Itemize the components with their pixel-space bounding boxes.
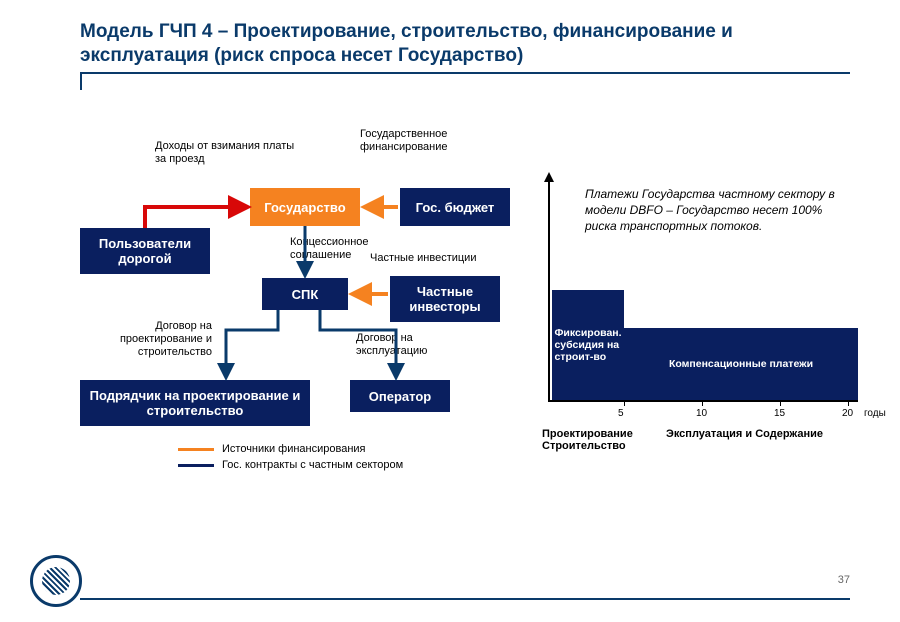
chart-tick <box>848 400 849 406</box>
chart-y-arrowhead <box>544 172 554 182</box>
chart-tick <box>702 400 703 406</box>
chart-tick-label: 20 <box>842 408 853 419</box>
arrow-spv-to-operator <box>320 310 396 378</box>
arrow-users-to-state <box>145 207 248 228</box>
chart-x-unit: годы <box>864 408 886 419</box>
chart-bar-compensation: Компенсационные платежи <box>624 328 858 400</box>
flow-arrows <box>0 0 560 480</box>
chart-bar-subsidy: Фиксирован. субсидия на строит-во <box>552 290 624 400</box>
chart-x-axis <box>548 400 858 402</box>
chart-tick <box>780 400 781 406</box>
chart-y-axis <box>548 180 550 400</box>
legend-swatch-1 <box>178 464 214 467</box>
slide: Модель ГЧП 4 – Проектирование, строитель… <box>0 0 900 622</box>
arrow-spv-to-contractor <box>226 310 278 378</box>
chart-phase-1: Проектирование Строительство <box>542 428 662 452</box>
chart-tick-label: 5 <box>618 408 624 419</box>
logo-icon <box>30 555 82 607</box>
legend-swatch-0 <box>178 448 214 451</box>
chart-tick-label: 15 <box>774 408 785 419</box>
chart-note: Платежи Государства частному сектору в м… <box>585 186 845 235</box>
chart-tick <box>624 400 625 406</box>
footer-line <box>80 598 850 600</box>
legend-label-0: Источники финансирования <box>222 443 366 456</box>
page-number: 37 <box>838 574 850 586</box>
chart-tick-label: 10 <box>696 408 707 419</box>
legend-label-1: Гос. контракты с частным сектором <box>222 459 403 472</box>
chart-phase-2: Эксплуатация и Содержание <box>666 428 856 440</box>
